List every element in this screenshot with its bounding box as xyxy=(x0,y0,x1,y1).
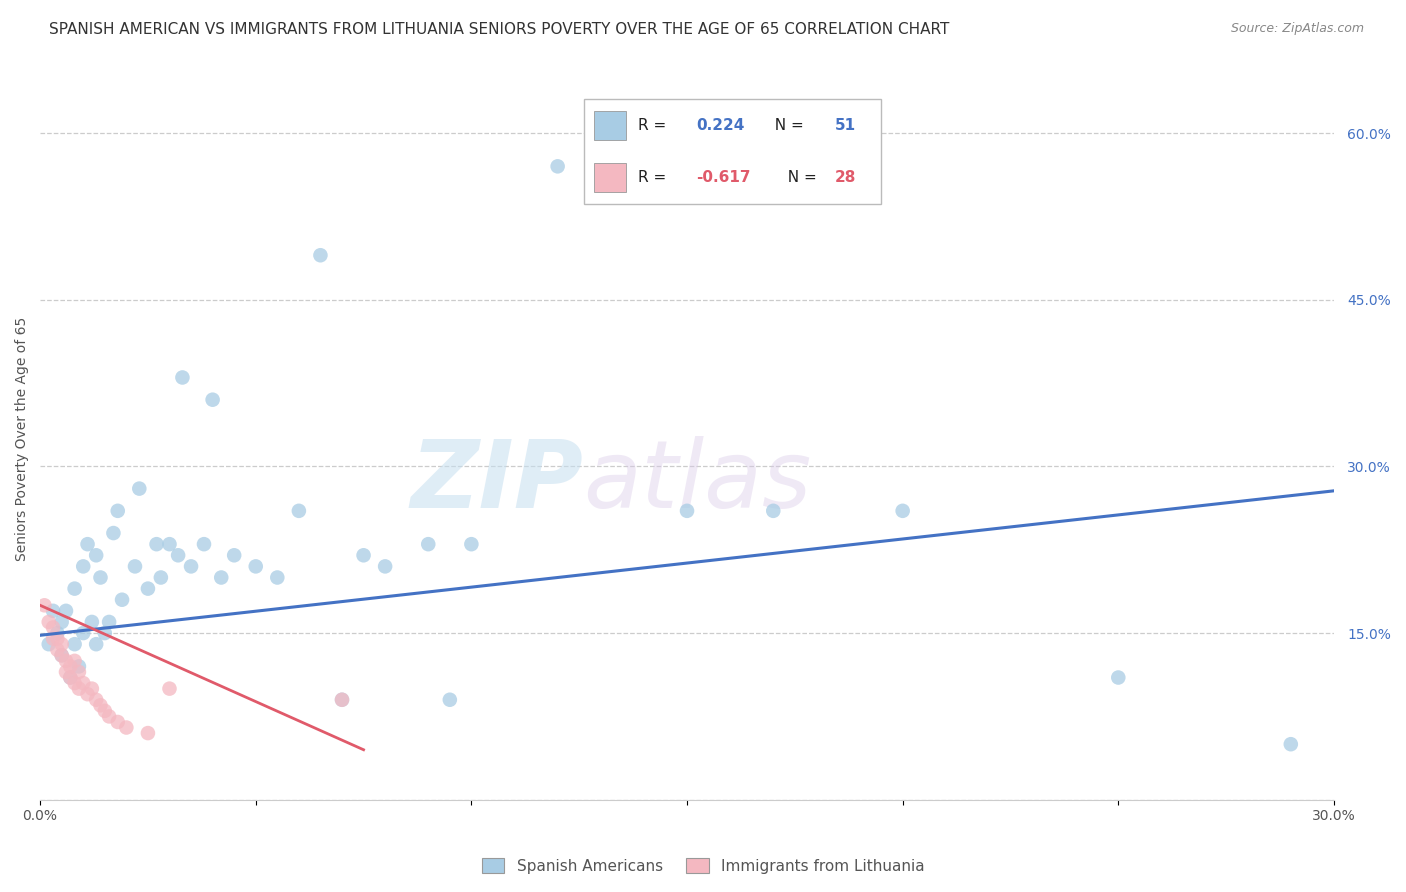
Point xyxy=(149,570,172,584)
Point xyxy=(38,637,60,651)
Point xyxy=(1107,671,1129,685)
Point xyxy=(107,504,129,518)
Point xyxy=(180,559,202,574)
Point xyxy=(42,604,65,618)
Text: N =: N = xyxy=(778,170,821,186)
Point xyxy=(439,692,461,706)
Point xyxy=(46,632,69,646)
Point xyxy=(80,681,103,696)
Point xyxy=(67,659,90,673)
Point xyxy=(89,698,111,713)
Point xyxy=(42,632,65,646)
Point xyxy=(63,654,86,668)
Point xyxy=(72,626,94,640)
Point xyxy=(84,549,107,563)
Point xyxy=(51,648,73,663)
Point xyxy=(94,704,117,718)
Text: R =: R = xyxy=(638,118,671,133)
Y-axis label: Seniors Poverty Over the Age of 65: Seniors Poverty Over the Age of 65 xyxy=(15,317,30,561)
Point xyxy=(89,570,111,584)
Point xyxy=(193,537,215,551)
Point xyxy=(98,615,121,629)
Point xyxy=(353,549,375,563)
Point xyxy=(72,559,94,574)
Point xyxy=(159,681,181,696)
Point xyxy=(98,709,121,723)
Text: 0.224: 0.224 xyxy=(696,118,744,133)
Point xyxy=(42,620,65,634)
Point xyxy=(55,654,77,668)
Point xyxy=(76,537,98,551)
Point xyxy=(167,549,190,563)
Point xyxy=(330,692,353,706)
Point xyxy=(55,604,77,618)
Point xyxy=(46,626,69,640)
Point xyxy=(159,537,181,551)
Point xyxy=(38,615,60,629)
Point xyxy=(288,504,311,518)
Text: ZIP: ZIP xyxy=(411,436,583,528)
Text: N =: N = xyxy=(765,118,808,133)
Point xyxy=(124,559,146,574)
Point xyxy=(80,615,103,629)
Text: atlas: atlas xyxy=(583,436,811,527)
Point xyxy=(309,248,332,262)
Text: R =: R = xyxy=(638,170,671,186)
Point xyxy=(1279,737,1302,751)
Point xyxy=(547,159,569,173)
Point xyxy=(891,504,914,518)
Point xyxy=(94,626,117,640)
Point xyxy=(51,648,73,663)
Text: 51: 51 xyxy=(835,118,856,133)
Point xyxy=(676,504,699,518)
Point xyxy=(51,615,73,629)
Bar xyxy=(593,111,626,140)
Point xyxy=(63,637,86,651)
Point xyxy=(67,681,90,696)
Text: SPANISH AMERICAN VS IMMIGRANTS FROM LITHUANIA SENIORS POVERTY OVER THE AGE OF 65: SPANISH AMERICAN VS IMMIGRANTS FROM LITH… xyxy=(49,22,949,37)
Point xyxy=(145,537,167,551)
Point xyxy=(460,537,482,551)
Point xyxy=(245,559,267,574)
Point xyxy=(209,570,232,584)
Point xyxy=(374,559,396,574)
Point xyxy=(84,692,107,706)
Point xyxy=(63,676,86,690)
Point xyxy=(330,692,353,706)
FancyBboxPatch shape xyxy=(583,99,882,204)
Text: 28: 28 xyxy=(835,170,856,186)
Point xyxy=(762,504,785,518)
Point xyxy=(51,637,73,651)
Point xyxy=(67,665,90,679)
Point xyxy=(59,659,82,673)
Point xyxy=(172,370,194,384)
Point xyxy=(136,726,159,740)
Point xyxy=(84,637,107,651)
Text: Source: ZipAtlas.com: Source: ZipAtlas.com xyxy=(1230,22,1364,36)
Point xyxy=(115,721,138,735)
Text: -0.617: -0.617 xyxy=(696,170,751,186)
Point xyxy=(59,671,82,685)
Point xyxy=(128,482,150,496)
Bar xyxy=(593,163,626,192)
Point xyxy=(72,676,94,690)
Point xyxy=(266,570,288,584)
Point xyxy=(201,392,224,407)
Point xyxy=(59,671,82,685)
Point xyxy=(418,537,440,551)
Point xyxy=(107,714,129,729)
Point xyxy=(34,599,56,613)
Point xyxy=(76,687,98,701)
Point xyxy=(55,665,77,679)
Point xyxy=(136,582,159,596)
Point xyxy=(111,592,134,607)
Legend: Spanish Americans, Immigrants from Lithuania: Spanish Americans, Immigrants from Lithu… xyxy=(475,852,931,880)
Point xyxy=(224,549,246,563)
Point xyxy=(103,526,125,541)
Point xyxy=(63,582,86,596)
Point xyxy=(46,642,69,657)
